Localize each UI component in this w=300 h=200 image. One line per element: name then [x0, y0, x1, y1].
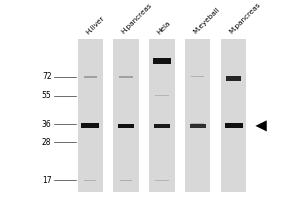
Bar [84, 180, 96, 181]
Bar [119, 76, 133, 78]
Bar [120, 180, 132, 181]
Text: M.pancreas: M.pancreas [228, 2, 262, 35]
Bar [226, 76, 241, 81]
Bar [84, 76, 97, 78]
Bar [190, 124, 206, 128]
Text: M.eyeball: M.eyeball [192, 6, 221, 35]
Polygon shape [255, 120, 267, 131]
Bar [118, 124, 134, 128]
Text: 72: 72 [42, 72, 52, 81]
Bar [191, 76, 205, 77]
Bar [191, 123, 205, 125]
Text: 17: 17 [42, 176, 52, 185]
Bar [185, 39, 211, 192]
Text: 55: 55 [42, 91, 52, 100]
Text: 28: 28 [42, 138, 52, 147]
Bar [155, 180, 169, 181]
Bar [225, 123, 243, 128]
Bar [154, 124, 170, 128]
Bar [81, 123, 99, 128]
Text: Hela: Hela [156, 19, 172, 35]
Text: H.pancreas: H.pancreas [120, 2, 153, 35]
Bar [221, 39, 246, 192]
Bar [78, 39, 103, 192]
Bar [113, 39, 139, 192]
Bar [155, 95, 169, 96]
Bar [153, 58, 171, 64]
Text: H.liver: H.liver [85, 14, 105, 35]
Bar [149, 39, 175, 192]
Text: 36: 36 [42, 120, 52, 129]
